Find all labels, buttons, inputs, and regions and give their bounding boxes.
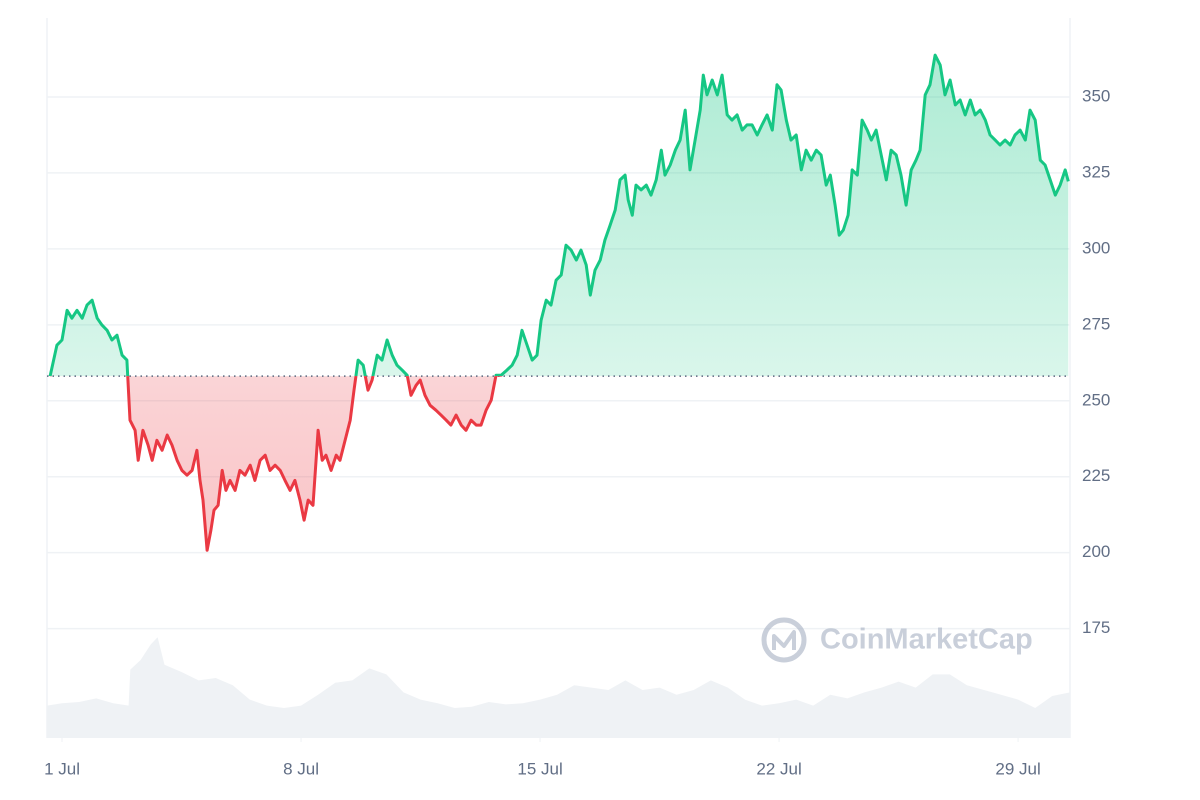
labels: 175 200 225 250 275 300 325 350 1 Jul 8 Jul 15 Jul… bbox=[44, 86, 1110, 778]
price bbox=[47, 53, 1070, 552]
watermark-text: CoinMarketCap bbox=[820, 624, 1033, 656]
x-tick-label: 29 Jul bbox=[995, 759, 1040, 778]
watermark-logo bbox=[761, 617, 807, 663]
x-tick-label: 8 Jul bbox=[283, 759, 319, 778]
y-tick-label: 200 bbox=[1082, 542, 1110, 561]
y-tick-label: 175 bbox=[1082, 618, 1110, 637]
y-tick-label: 275 bbox=[1082, 314, 1110, 333]
x-tick-label: 15 Jul bbox=[517, 759, 562, 778]
x-tick-label: 1 Jul bbox=[44, 759, 80, 778]
line-below bbox=[49, 376, 503, 552]
y-tick-label: 225 bbox=[1082, 466, 1110, 485]
y-tick-label: 325 bbox=[1082, 162, 1110, 181]
y-tick-label: 350 bbox=[1082, 86, 1110, 105]
x-tick-label: 22 Jul bbox=[756, 759, 801, 778]
y-tick-label: 250 bbox=[1082, 390, 1110, 409]
line-above bbox=[48, 53, 1070, 377]
y-tick-label: 300 bbox=[1082, 238, 1110, 257]
volume-area bbox=[47, 637, 1070, 738]
area-above bbox=[50, 55, 1069, 377]
watermark-logo-mark bbox=[772, 630, 796, 650]
volume bbox=[47, 637, 1070, 738]
watermark: CoinMarketCap bbox=[761, 617, 1033, 663]
area-below bbox=[50, 376, 496, 551]
